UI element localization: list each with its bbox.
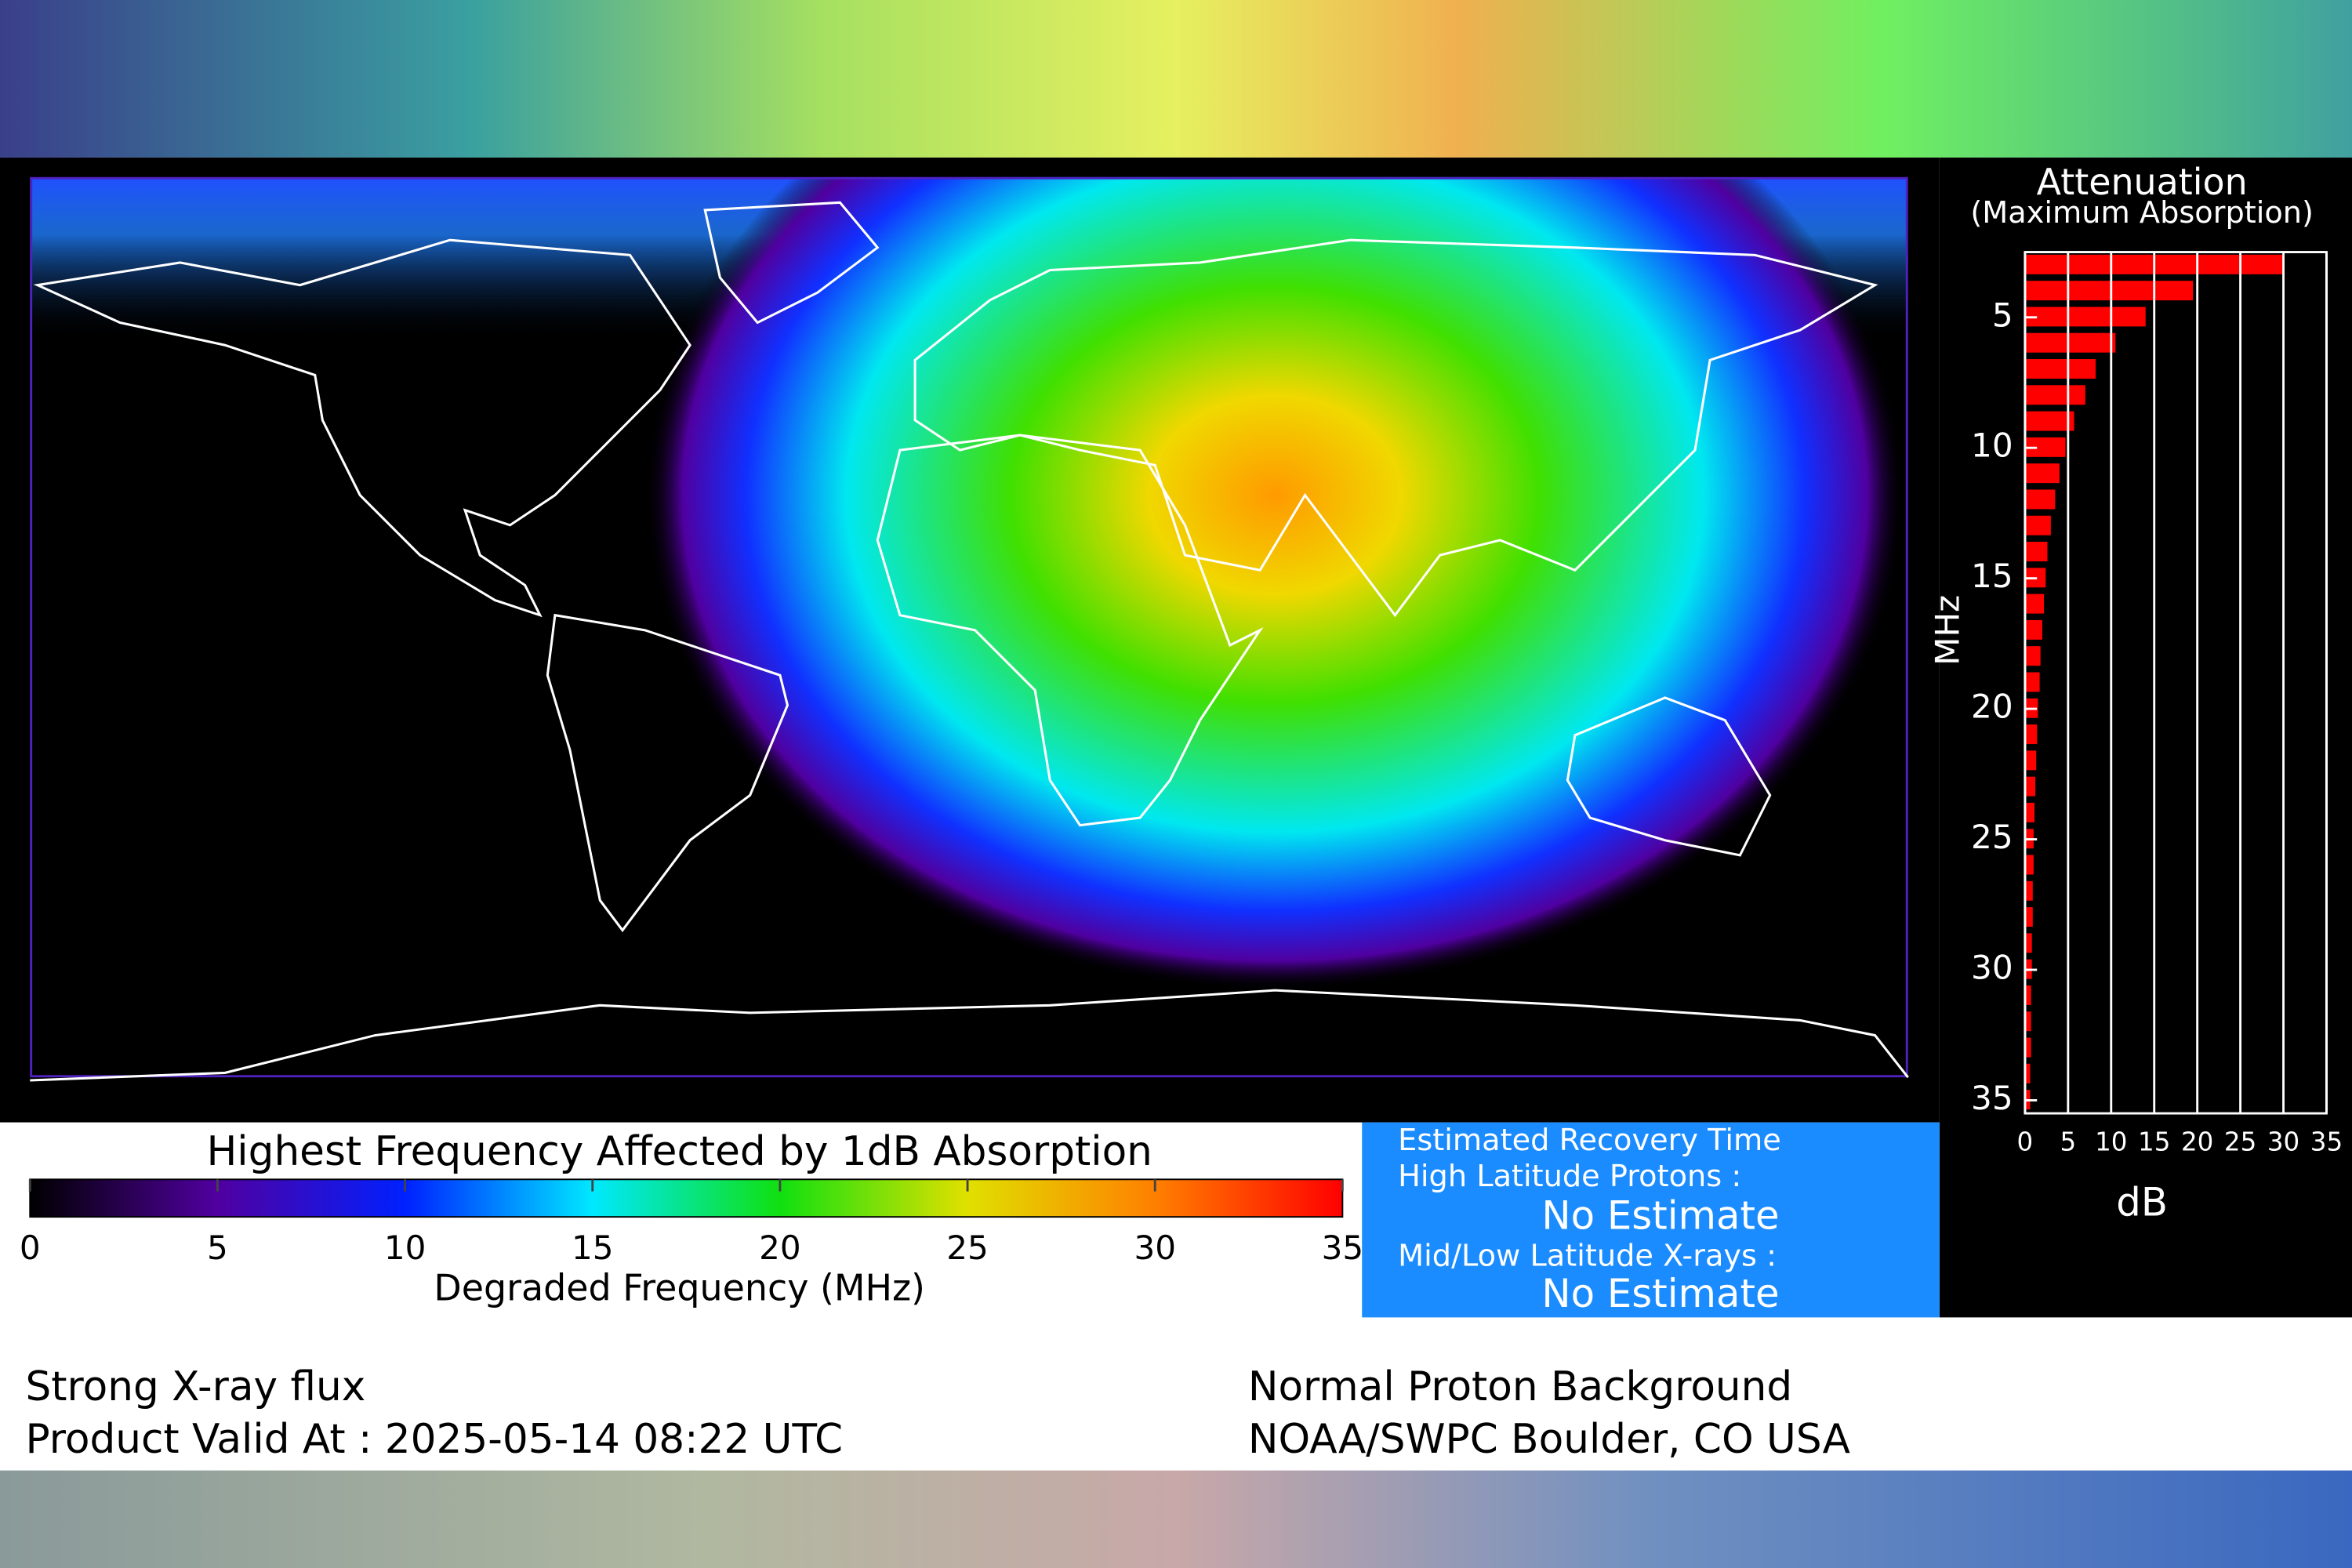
bar [2024, 359, 2096, 379]
x-tick-label: 15 [2138, 1127, 2170, 1156]
bar [2024, 724, 2038, 745]
footer-text: Strong X-ray flux [26, 1363, 366, 1410]
y-axis-label: MHz [1929, 595, 1967, 666]
chart-subtitle: (Maximum Absorption) [1970, 195, 2314, 230]
chart-title: Attenuation [2037, 161, 2248, 203]
x-tick-label: 0 [2017, 1127, 2034, 1156]
antarctica [30, 989, 1909, 1082]
bar [2024, 385, 2085, 405]
x-tick-label: 25 [2224, 1127, 2256, 1156]
recovery-box [1362, 1122, 1940, 1318]
bar [2024, 332, 2116, 353]
south-america [546, 613, 789, 933]
colorbar [29, 1178, 1344, 1218]
bar [2024, 672, 2040, 692]
y-tick-label: 15 [1971, 557, 2013, 595]
bar [2024, 802, 2034, 822]
dayside-heat [644, 176, 1905, 990]
bar [2024, 1037, 2031, 1058]
x-axis-label: dB [2116, 1179, 2168, 1225]
bar [2024, 463, 2060, 484]
colorbar-tick-label: 20 [759, 1229, 801, 1267]
colorbar-tick-label: 10 [384, 1229, 426, 1267]
colorbar-label: Degraded Frequency (MHz) [434, 1266, 925, 1308]
recovery-value: No Estimate [1541, 1193, 1779, 1239]
colorbar-tick-label: 25 [946, 1229, 989, 1267]
recovery-label: Mid/Low Latitude X-rays : [1398, 1238, 1777, 1273]
recovery-text: Estimated Recovery Time High Latitude Pr… [1398, 1123, 1781, 1316]
bar [2024, 281, 2194, 301]
footer: Strong X-ray flux Product Valid At : 202… [26, 1363, 1850, 1463]
footer-text: Normal Proton Background [1248, 1363, 1792, 1410]
bottom-band [0, 1470, 2352, 1568]
bar [2024, 619, 2042, 640]
bar [2024, 776, 2036, 797]
x-tick-label: 10 [2095, 1127, 2127, 1156]
y-tick-label: 30 [1971, 948, 2013, 986]
colorbar-title: Highest Frequency Affected by 1dB Absorp… [206, 1128, 1152, 1175]
bar [2024, 593, 2045, 614]
bar [2024, 307, 2146, 327]
footer-text: Product Valid At : 2025-05-14 08:22 UTC [26, 1416, 844, 1463]
colorbar-tick-label: 35 [1322, 1229, 1364, 1267]
bar [2024, 542, 2048, 562]
colorbar-tick-label: 5 [207, 1229, 228, 1267]
recovery-title: Estimated Recovery Time [1398, 1123, 1781, 1158]
coastlines [30, 201, 1909, 1082]
bar [2024, 933, 2032, 953]
absorption-map [30, 176, 1908, 1078]
x-tick-label: 35 [2310, 1127, 2343, 1156]
bar [2024, 646, 2041, 666]
bar [2024, 985, 2031, 1005]
y-tick-label: 5 [1992, 296, 2013, 334]
bar [2024, 907, 2033, 927]
bar [2024, 515, 2051, 535]
bar [2024, 855, 2034, 875]
x-tick-label: 5 [2060, 1127, 2077, 1156]
bar [2024, 411, 2074, 431]
y-tick-label: 25 [1971, 818, 2013, 856]
australia [1566, 696, 1772, 857]
greenland [703, 201, 880, 325]
y-tick-label: 20 [1971, 688, 2013, 726]
x-tick-label: 20 [2181, 1127, 2213, 1156]
bar [2024, 489, 2056, 510]
footer-text: NOAA/SWPC Boulder, CO USA [1248, 1416, 1850, 1463]
y-tick-label: 35 [1971, 1079, 2013, 1117]
colorbar-tick-label: 30 [1134, 1229, 1176, 1267]
bar [2024, 1011, 2031, 1032]
north-america [33, 238, 691, 618]
x-tick-label: 30 [2267, 1127, 2299, 1156]
plot-frame [2024, 251, 2328, 1115]
bar [2024, 750, 2037, 771]
top-band [0, 0, 2352, 158]
colorbar-tick-label: 0 [20, 1229, 41, 1267]
eurasia [913, 238, 1878, 618]
bar [2024, 880, 2033, 901]
recovery-value: No Estimate [1541, 1271, 1779, 1316]
recovery-label: High Latitude Protons : [1398, 1159, 1741, 1194]
y-tick-label: 10 [1971, 426, 2013, 465]
colorbar-tick-label: 15 [572, 1229, 614, 1267]
bar [2024, 1063, 2031, 1083]
